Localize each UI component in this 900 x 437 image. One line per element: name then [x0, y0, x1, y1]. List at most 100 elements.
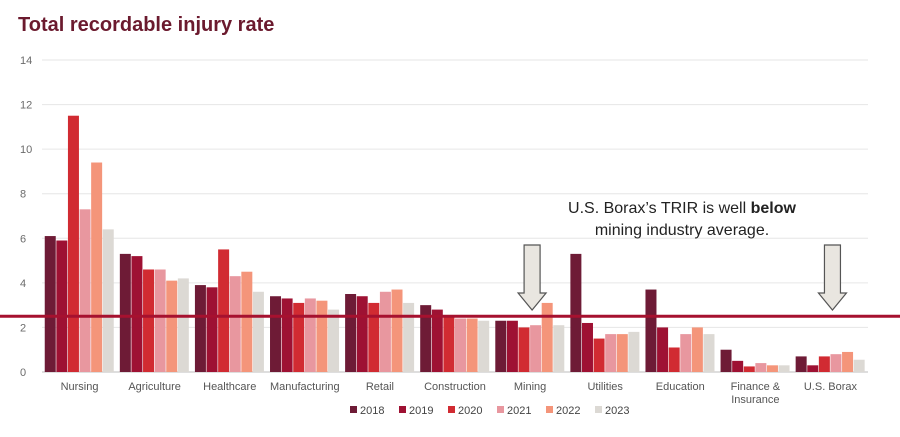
bar-2023	[628, 331, 640, 372]
bar-2021	[830, 354, 842, 372]
legend-swatch	[497, 406, 504, 413]
category-label: Insurance	[731, 394, 779, 406]
bar-2019	[657, 327, 669, 372]
bar-2023	[703, 334, 715, 372]
bar-2018	[270, 296, 282, 372]
y-tick-label: 2	[20, 322, 26, 334]
category-label: Retail	[366, 381, 394, 393]
category-label: Healthcare	[203, 381, 256, 393]
chart-title: Total recordable injury rate	[18, 14, 275, 36]
bar-2018	[570, 253, 582, 372]
bar-2019	[56, 240, 68, 372]
category-label: Agriculture	[128, 381, 181, 393]
bar-2021	[605, 334, 617, 372]
bar-2021	[79, 209, 91, 372]
category-label: Finance &	[731, 381, 781, 393]
bar-2023	[102, 229, 114, 372]
bar-2018	[194, 285, 206, 372]
legend-label: 2020	[458, 405, 482, 417]
bar-2020	[218, 249, 230, 372]
bar-2022	[91, 162, 103, 372]
y-tick-label: 4	[20, 278, 26, 290]
bar-2020	[668, 347, 680, 372]
annotation-text: U.S. Borax’s TRIR is well	[568, 200, 751, 217]
legend-label: 2021	[507, 405, 531, 417]
bar-2022	[391, 289, 403, 372]
bar-2019	[206, 287, 218, 372]
bar-2018	[645, 289, 657, 372]
bar-2022	[541, 302, 553, 372]
bar-2023	[553, 325, 565, 372]
bar-2022	[616, 334, 628, 372]
down-arrow-icon	[817, 244, 848, 311]
annotation-line-2: mining industry average.	[595, 222, 769, 239]
legend-label: 2018	[360, 405, 384, 417]
bar-2019	[732, 360, 744, 372]
category-label: Mining	[514, 381, 546, 393]
bar-2020	[293, 302, 305, 372]
bar-2021	[530, 325, 542, 372]
bar-2021	[680, 334, 692, 372]
bar-2022	[166, 280, 178, 372]
bar-2023	[252, 291, 264, 372]
bar-2018	[44, 236, 56, 372]
bar-2018	[720, 349, 732, 372]
down-arrow-icon	[516, 244, 548, 311]
legend-label: 2023	[605, 405, 629, 417]
legend-label: 2022	[556, 405, 580, 417]
bar-2020	[67, 115, 79, 372]
y-tick-label: 8	[20, 189, 26, 201]
bar-2022	[316, 300, 328, 372]
legend-label: 2019	[409, 405, 433, 417]
bar-2019	[131, 256, 143, 372]
y-tick-label: 0	[20, 367, 26, 379]
bar-2022	[842, 351, 854, 372]
legend-swatch	[448, 406, 455, 413]
bar-2023	[478, 320, 490, 372]
annotation-line-1: U.S. Borax’s TRIR is well below	[568, 200, 796, 217]
legend-swatch	[350, 406, 357, 413]
bar-2018	[495, 320, 507, 372]
category-label: U.S. Borax	[804, 381, 858, 393]
y-tick-label: 14	[20, 55, 32, 67]
category-label: Utilities	[587, 381, 623, 393]
bar-2020	[143, 269, 155, 372]
bar-2020	[743, 366, 755, 372]
bar-2020	[443, 316, 455, 372]
bar-2022	[466, 318, 478, 372]
bar-2019	[506, 320, 518, 372]
bar-2022	[766, 365, 778, 372]
y-tick-label: 10	[20, 144, 32, 156]
bar-2021	[304, 298, 316, 372]
bar-2023	[853, 359, 865, 372]
bar-2019	[581, 322, 593, 372]
bar-2020	[518, 327, 530, 372]
bar-2020	[818, 356, 830, 372]
bar-2023	[403, 302, 415, 372]
bar-2019	[281, 298, 293, 372]
bar-2019	[431, 309, 443, 372]
y-tick-label: 6	[20, 233, 26, 245]
bar-2018	[795, 356, 807, 372]
bar-2020	[368, 302, 380, 372]
bar-2022	[241, 271, 253, 372]
bar-2022	[691, 327, 703, 372]
bar-2019	[356, 296, 368, 372]
bar-2023	[328, 309, 340, 372]
bar-2021	[154, 269, 166, 372]
bar-2021	[455, 318, 466, 372]
legend-swatch	[546, 406, 553, 413]
bar-2020	[593, 338, 605, 372]
bar-2023	[177, 278, 189, 372]
bar-2018	[119, 253, 131, 372]
category-label: Education	[656, 381, 705, 393]
bar-2021	[379, 291, 391, 372]
bar-2021	[229, 276, 241, 372]
legend-swatch	[399, 406, 406, 413]
category-label: Nursing	[61, 381, 99, 393]
category-label: Manufacturing	[270, 381, 340, 393]
legend-swatch	[595, 406, 602, 413]
y-tick-label: 12	[20, 100, 32, 112]
bar-2018	[345, 294, 357, 372]
